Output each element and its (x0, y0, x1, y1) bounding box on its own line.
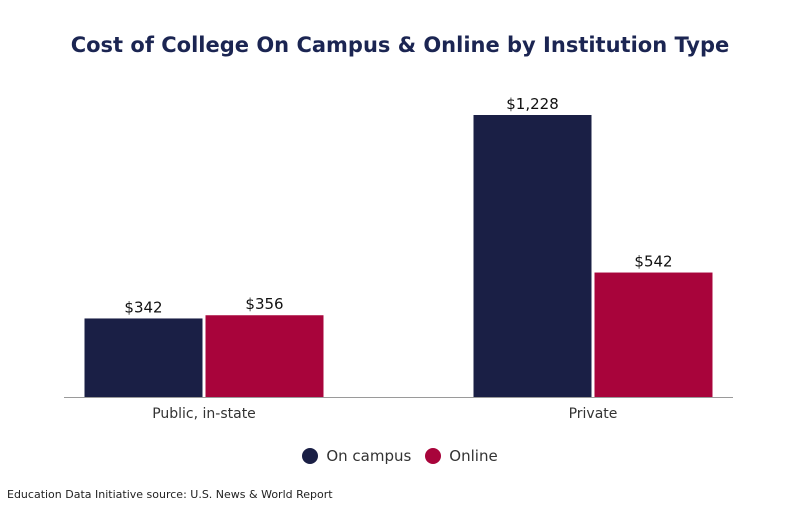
legend-swatch-online (425, 448, 442, 464)
data-label-online-0: $356 (245, 295, 283, 313)
x-tick-label-0: Public, in-state (152, 406, 256, 422)
legend: On campus Online (0, 447, 800, 465)
bar-chart: $342 $356 Public, in-state $1,228 $542 Privat… (64, 95, 733, 422)
bar-on-campus-1[interactable] (473, 115, 592, 397)
legend-label-online: Online (449, 447, 498, 465)
legend-item-on-campus[interactable]: On campus (302, 447, 411, 465)
source-note: Education Data Initiative source: U.S. N… (7, 488, 333, 501)
data-label-on-campus-1: $1,228 (506, 95, 559, 113)
data-label-on-campus-0: $342 (124, 298, 162, 316)
data-label-online-1: $542 (634, 253, 672, 271)
bar-on-campus-0[interactable] (84, 318, 203, 397)
legend-label-on-campus: On campus (326, 447, 412, 465)
legend-item-online[interactable]: Online (425, 447, 498, 465)
bar-online-1[interactable] (594, 272, 713, 397)
legend-swatch-on-campus (302, 448, 319, 464)
chart-title: Cost of College On Campus & Online by In… (70, 33, 730, 57)
x-tick-label-1: Private (569, 406, 618, 422)
bar-online-0[interactable] (205, 315, 324, 397)
